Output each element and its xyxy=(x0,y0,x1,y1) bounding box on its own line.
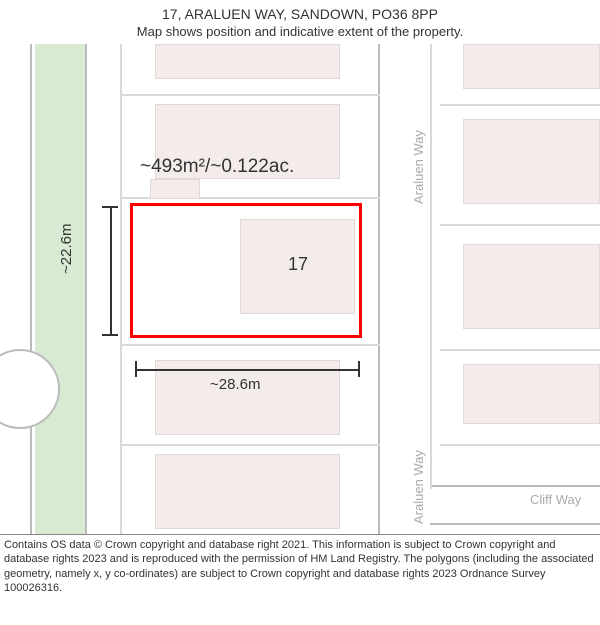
street-label: Araluen Way xyxy=(411,450,426,524)
plot-line xyxy=(120,344,380,346)
dim-tick xyxy=(102,334,118,336)
green-strip xyxy=(35,44,85,534)
plot-line xyxy=(120,444,380,446)
house-number: 17 xyxy=(288,254,308,275)
property-highlight xyxy=(130,203,362,338)
dim-line-height xyxy=(110,206,112,336)
road-edge xyxy=(30,44,32,534)
road-edge xyxy=(430,523,600,525)
dim-tick xyxy=(135,361,137,377)
building xyxy=(155,360,340,435)
plot-line xyxy=(440,104,600,106)
building xyxy=(150,179,200,199)
plot-line xyxy=(120,94,380,96)
street-label: Araluen Way xyxy=(411,130,426,204)
building xyxy=(463,244,600,329)
dim-label-height: ~22.6m xyxy=(58,224,75,274)
header: 17, ARALUEN WAY, SANDOWN, PO36 8PP Map s… xyxy=(0,0,600,41)
building xyxy=(463,364,600,424)
building xyxy=(155,44,340,79)
footer-copyright: Contains OS data © Crown copyright and d… xyxy=(4,538,596,595)
plot-line xyxy=(440,349,600,351)
building xyxy=(155,454,340,529)
dim-tick xyxy=(102,206,118,208)
page-subtitle: Map shows position and indicative extent… xyxy=(0,24,600,39)
building xyxy=(463,44,600,89)
page-title: 17, ARALUEN WAY, SANDOWN, PO36 8PP xyxy=(0,6,600,22)
plot-line xyxy=(440,224,600,226)
street-label: Cliff Way xyxy=(530,492,581,507)
map-canvas: Araluen Way Araluen Way Cliff Way 17 ~493m²/… xyxy=(0,44,600,534)
area-label: ~493m²/~0.122ac. xyxy=(140,156,294,178)
building xyxy=(463,119,600,204)
footer-divider xyxy=(0,534,600,535)
plot-line xyxy=(440,444,600,446)
dim-label-width: ~28.6m xyxy=(210,376,260,393)
plot-line xyxy=(430,44,432,489)
plot-line xyxy=(120,44,122,534)
dim-tick xyxy=(358,361,360,377)
road-edge xyxy=(85,44,87,534)
dim-line-width xyxy=(135,369,360,371)
